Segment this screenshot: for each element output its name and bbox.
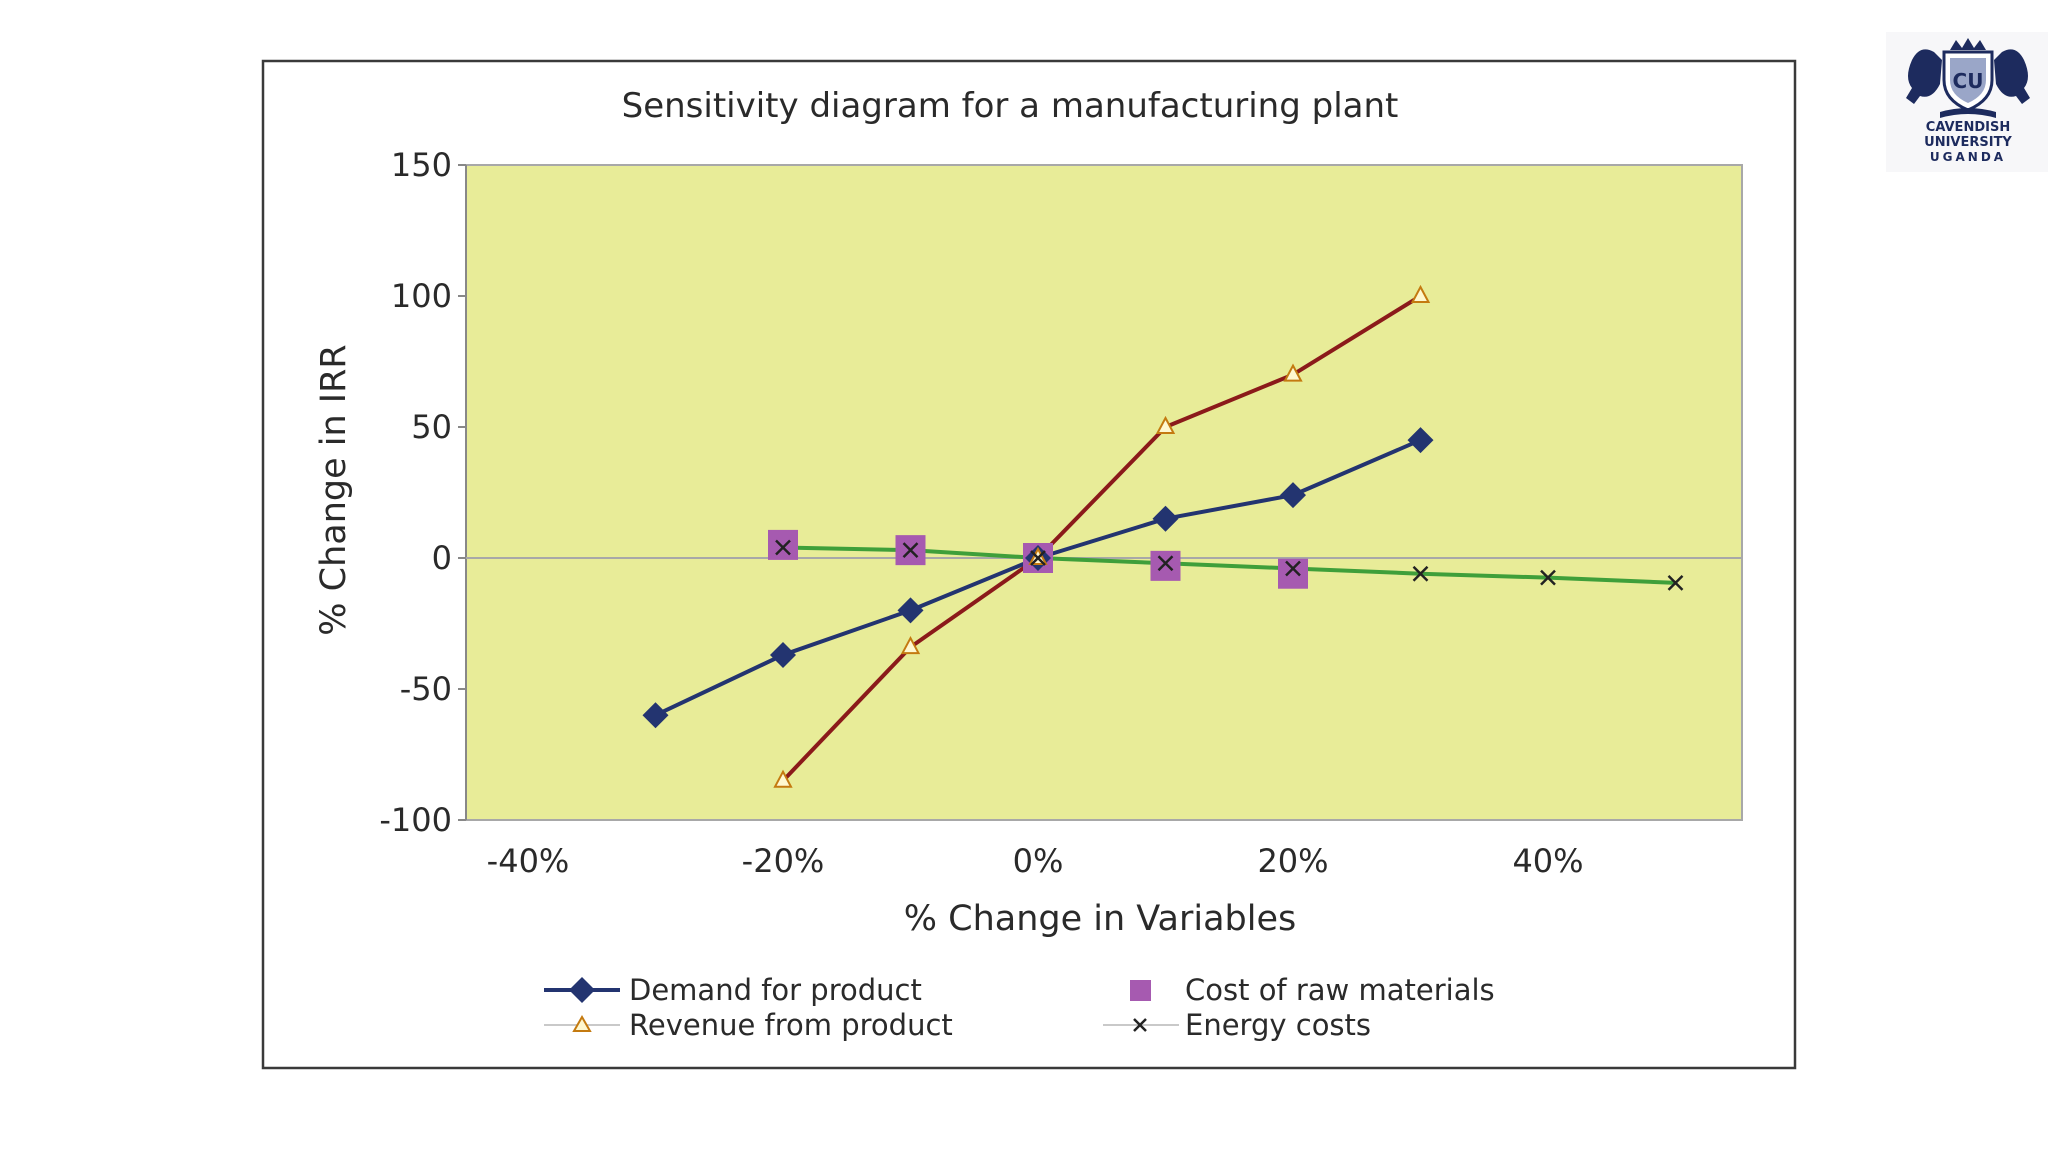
- legend-marker-revenue: [572, 1014, 592, 1032]
- lion-right-icon: [1994, 49, 2030, 104]
- x-tick-label: 20%: [1257, 842, 1328, 880]
- legend-label-energy: Energy costs: [1185, 1008, 1371, 1042]
- university-logo: CU CAVENDISH UNIVERSITY UGANDA: [1886, 32, 2048, 172]
- point-energy: [1157, 555, 1174, 572]
- legend-item-energy: Energy costs: [1103, 1008, 1371, 1042]
- point-energy: [1412, 565, 1429, 582]
- legend-item-revenue: Revenue from product: [544, 1008, 953, 1042]
- point-demand: [1152, 505, 1179, 532]
- x-tick-label: -40%: [487, 842, 570, 880]
- legend-item-raw-materials: Cost of raw materials: [1130, 973, 1495, 1007]
- series-layer: [642, 284, 1684, 788]
- y-axis-title: % Change in IRR: [314, 344, 354, 636]
- point-raw-materials: [768, 529, 798, 560]
- point-energy: [1285, 560, 1301, 577]
- x-axis-title: % Change in Variables: [904, 899, 1297, 939]
- logo-line2: UNIVERSITY: [1924, 135, 2012, 150]
- series-line-energy: [782, 545, 1676, 585]
- point-revenue: [1283, 363, 1303, 382]
- y-tick-label: 50: [411, 408, 452, 446]
- point-demand: [642, 702, 669, 729]
- y-tick-label: -100: [379, 801, 452, 839]
- point-energy: [1667, 575, 1684, 591]
- legend-marker-raw-materials: [1130, 980, 1151, 1001]
- point-revenue: [1410, 284, 1431, 303]
- x-tick-label: -20%: [742, 842, 825, 880]
- x-axis-ticks: -40% -20% 0% 20% 40%: [487, 842, 1584, 880]
- x-tick-label: 0%: [1013, 842, 1064, 880]
- logo-line3: UGANDA: [1930, 150, 2006, 164]
- point-demand: [770, 641, 796, 668]
- x-tick-label: 40%: [1512, 842, 1583, 880]
- shield-inner-icon: [1950, 58, 1986, 103]
- logo-line1: CAVENDISH: [1926, 120, 2010, 135]
- lion-left-icon: [1906, 49, 1942, 104]
- chart-title: Sensitivity diagram for a manufacturing …: [622, 86, 1399, 126]
- legend-label-demand: Demand for product: [629, 973, 922, 1007]
- logo-emblem-letters: CU: [1953, 69, 1984, 93]
- point-energy: [1030, 550, 1046, 566]
- y-tick-label: 100: [391, 277, 452, 315]
- point-demand: [1280, 482, 1306, 509]
- y-tick-label: -50: [400, 670, 452, 708]
- y-tick-label: 0: [432, 539, 452, 577]
- point-revenue: [900, 635, 921, 655]
- point-raw-materials: [1278, 558, 1308, 589]
- y-axis-ticks: 150 100 50 0 -50 -100: [379, 146, 466, 839]
- point-raw-materials: [1150, 550, 1181, 581]
- legend-item-demand: Demand for product: [544, 973, 922, 1007]
- point-revenue: [773, 769, 793, 788]
- legend-label-revenue: Revenue from product: [629, 1008, 953, 1042]
- legend-marker-demand: [569, 977, 595, 1003]
- point-energy: [1540, 569, 1556, 586]
- book-icon: [1940, 108, 1996, 118]
- legend: Demand for product Revenue from product …: [544, 973, 1495, 1042]
- crown-icon: [1950, 38, 1986, 50]
- point-revenue: [1155, 415, 1176, 434]
- point-demand: [897, 597, 924, 624]
- point-energy: [775, 539, 791, 556]
- legend-marker-energy: [1133, 1018, 1147, 1032]
- point-energy: [902, 542, 919, 559]
- series-line-revenue: [781, 294, 1422, 783]
- y-tick-label: 150: [391, 146, 452, 184]
- point-demand: [1407, 427, 1434, 454]
- legend-label-raw-materials: Cost of raw materials: [1185, 973, 1495, 1007]
